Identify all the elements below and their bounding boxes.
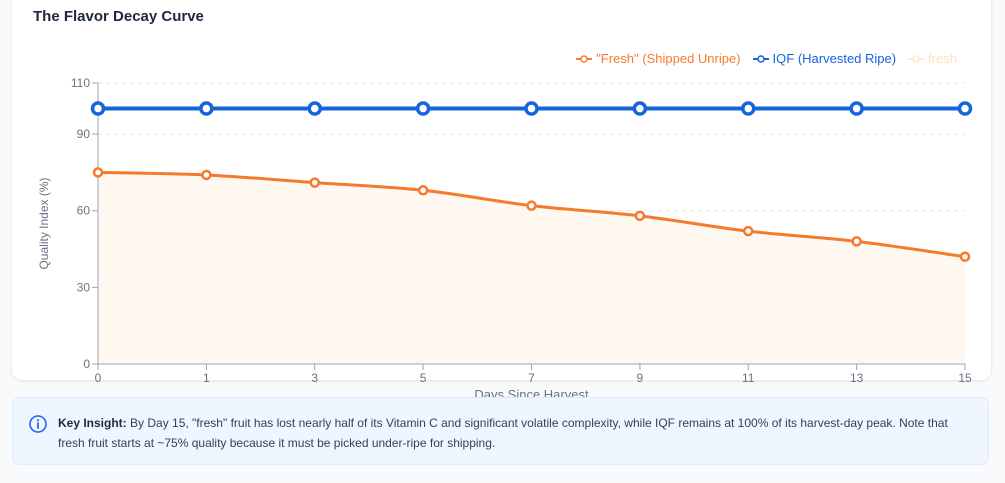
- y-tick-label: 110: [71, 76, 90, 90]
- insight-box: Key Insight: By Day 15, "fresh" fruit ha…: [12, 397, 989, 465]
- iqf-data-point: [957, 101, 973, 116]
- x-tick-label: 11: [742, 371, 755, 385]
- fresh-data-point: [92, 167, 104, 178]
- iqf-data-point: [632, 101, 648, 116]
- x-tick-label: 15: [958, 371, 972, 385]
- y-tick-label: 90: [77, 127, 91, 141]
- x-tick-label: 7: [528, 371, 535, 385]
- fresh-data-point: [417, 185, 429, 196]
- legend-item-fresh-area[interactable]: fresh: [908, 51, 957, 66]
- iqf-data-point: [307, 101, 322, 116]
- y-tick-label: 30: [77, 280, 91, 294]
- legend-label: IQF (Harvested Ripe): [772, 51, 897, 66]
- iqf-data-point: [199, 101, 214, 116]
- x-axis-title: Days Since Harvest: [474, 387, 589, 400]
- legend-line-marker-icon: [752, 54, 769, 63]
- insight-body: By Day 15, "fresh" fruit has lost nearly…: [58, 416, 948, 450]
- x-tick-label: 13: [850, 371, 864, 385]
- x-tick-label: 3: [311, 371, 318, 385]
- insight-text: Key Insight: By Day 15, "fresh" fruit ha…: [58, 413, 968, 453]
- y-tick-label: 0: [83, 357, 90, 371]
- legend-item-fresh-shipped[interactable]: "Fresh" (Shipped Unripe): [576, 51, 741, 66]
- fresh-data-point: [743, 225, 754, 237]
- iqf-data-point: [524, 101, 539, 116]
- chart-legend: "Fresh" (Shipped Unripe) IQF (Harvested …: [576, 51, 957, 66]
- fresh-data-point: [309, 177, 320, 188]
- fresh-data-point: [851, 236, 862, 247]
- legend-line-marker-icon: [908, 54, 925, 63]
- fresh-data-point: [959, 251, 971, 262]
- iqf-data-point: [415, 101, 431, 116]
- x-tick-label: 1: [203, 371, 210, 385]
- legend-line-marker-icon: [576, 54, 593, 63]
- fresh-data-point: [526, 200, 537, 211]
- chart-title: The Flavor Decay Curve: [33, 8, 204, 25]
- y-tick-label: 60: [77, 204, 91, 218]
- insight-label: Key Insight:: [58, 416, 127, 430]
- fresh-area-fill: [98, 172, 965, 364]
- iqf-data-point: [741, 101, 756, 116]
- fresh-data-point: [201, 169, 212, 181]
- legend-item-iqf[interactable]: IQF (Harvested Ripe): [752, 51, 897, 66]
- y-axis-title: Quality Index (%): [37, 177, 51, 269]
- x-tick-label: 0: [95, 371, 102, 385]
- info-icon: [29, 415, 47, 433]
- iqf-data-point: [849, 101, 864, 116]
- iqf-data-point: [90, 101, 106, 116]
- legend-label: fresh: [928, 51, 957, 66]
- legend-label: "Fresh" (Shipped Unripe): [596, 51, 741, 66]
- x-tick-label: 5: [420, 371, 427, 385]
- x-tick-label: 9: [637, 371, 644, 385]
- fresh-data-point: [634, 210, 646, 222]
